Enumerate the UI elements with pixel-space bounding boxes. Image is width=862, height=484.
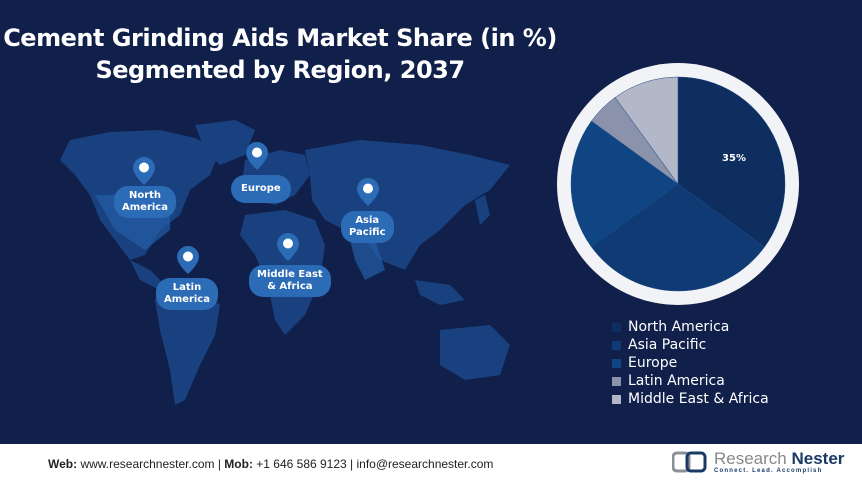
website-link[interactable]: www.researchnester.com | <box>77 457 225 471</box>
chart-legend: North America Asia Pacific Europe Latin … <box>612 318 769 408</box>
legend-swatch <box>612 394 621 404</box>
pie-slice-middle-east-africa <box>614 76 679 185</box>
pie-data-label: 35% <box>722 153 746 164</box>
legend-item: Europe <box>612 354 769 372</box>
pie-slice-north-america <box>677 76 786 248</box>
legend-item: North America <box>612 318 769 336</box>
research-nester-logo: Research Nester Connect. Lead. Accomplis… <box>672 450 844 474</box>
legend-item: Latin America <box>612 372 769 390</box>
legend-swatch <box>612 340 621 350</box>
contact-info: Web: www.researchnester.com | Mob: +1 64… <box>48 457 494 471</box>
legend-swatch <box>612 322 621 332</box>
map-pin-icon <box>133 157 155 185</box>
pie-chart: 35% <box>557 63 799 305</box>
region-bubble-europe[interactable]: Europe <box>231 175 291 203</box>
map-pin-icon <box>357 178 379 206</box>
map-pin-icon <box>246 142 268 170</box>
pie-slices <box>570 76 786 292</box>
legend-swatch <box>612 358 621 368</box>
logo-mark-icon <box>672 451 707 473</box>
legend-item: Middle East & Africa <box>612 390 769 408</box>
pie-slice-europe <box>570 120 679 248</box>
legend-swatch <box>612 376 621 386</box>
chart-title: Cement Grinding Aids Market Share (in %)… <box>0 22 560 86</box>
title-line-1: Cement Grinding Aids Market Share (in %) <box>3 24 557 52</box>
region-bubble-middle-east-africa[interactable]: Middle East & Africa <box>249 265 331 297</box>
phone-email: +1 646 586 9123 | info@researchnester.co… <box>252 457 494 471</box>
infographic: Cement Grinding Aids Market Share (in %)… <box>0 0 862 444</box>
legend-item: Asia Pacific <box>612 336 769 354</box>
map-pin-icon <box>177 246 199 274</box>
title-line-2: Segmented by Region, 2037 <box>95 56 465 84</box>
footer: Web: www.researchnester.com | Mob: +1 64… <box>0 444 862 484</box>
region-bubble-north-america[interactable]: North America <box>114 186 176 218</box>
pie-slice-asia-pacific <box>591 183 765 292</box>
map-pin-icon <box>277 233 299 261</box>
region-bubble-asia-pacific[interactable]: Asia Pacific <box>341 211 394 243</box>
region-bubble-latin-america[interactable]: Latin America <box>156 278 218 310</box>
